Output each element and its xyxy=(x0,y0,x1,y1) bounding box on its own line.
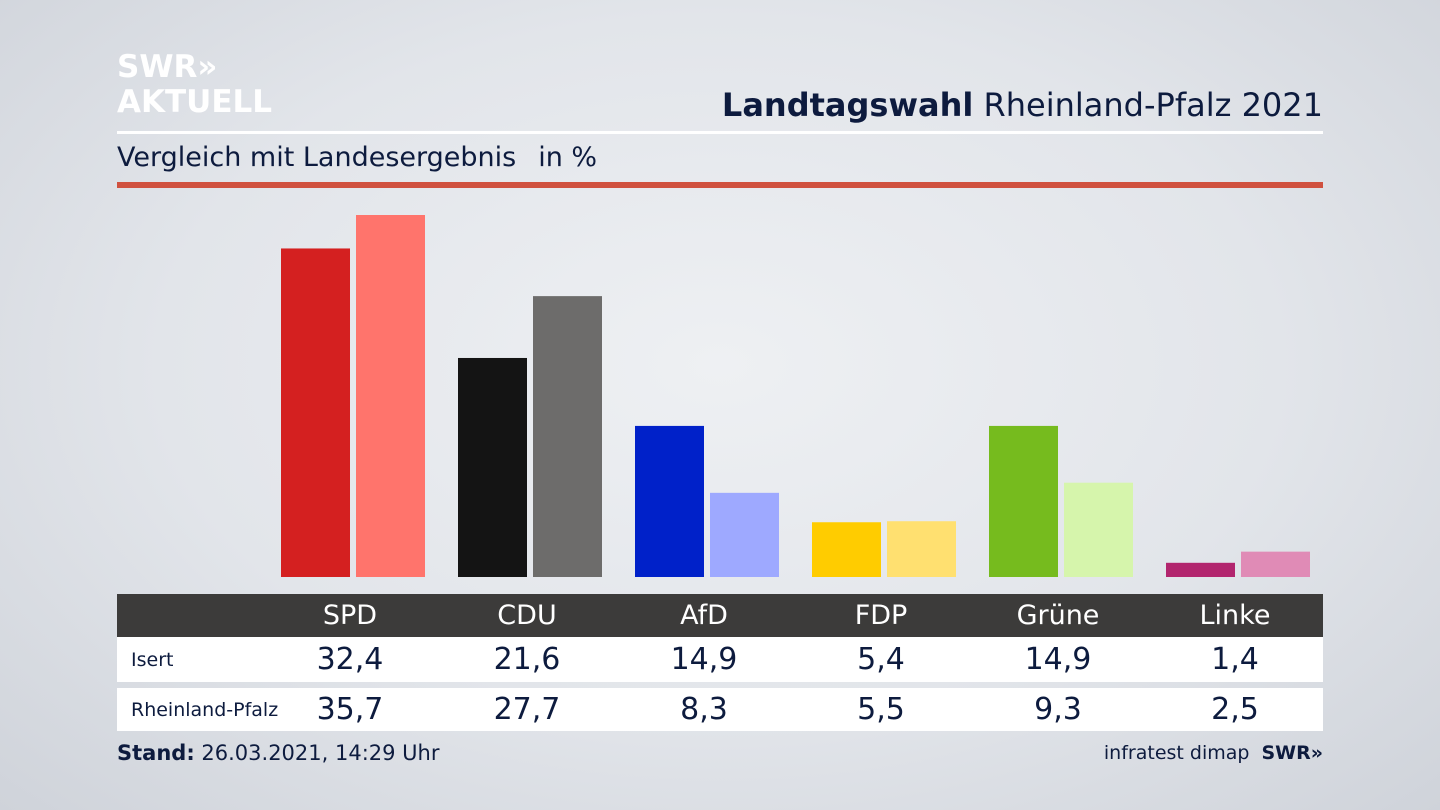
title-divider xyxy=(117,131,1323,134)
stand-value: 26.03.2021, 14:29 Uhr xyxy=(194,741,440,765)
bar-cdu-isert xyxy=(458,357,527,577)
row-label: Rheinland-Pfalz xyxy=(131,698,279,721)
swr-brand: SWR» xyxy=(1261,742,1323,764)
bar-grne-land xyxy=(1064,482,1133,577)
table-row: Rheinland-Pfalz 35,7 27,7 8,3 5,5 9,3 2,5 xyxy=(117,688,1323,731)
table-cell: 32,4 xyxy=(316,642,384,677)
column-header: FDP xyxy=(854,600,908,631)
table-cell: 35,7 xyxy=(316,692,384,727)
column-header: SPD xyxy=(322,600,378,631)
bar-cdu-land xyxy=(533,296,602,577)
table-cell: 21,6 xyxy=(493,642,561,677)
logo-line-2: AKTUELL xyxy=(117,84,273,120)
logo-line-1: SWR» xyxy=(117,49,218,85)
table-cell: 5,5 xyxy=(857,692,905,727)
table-cell: 8,3 xyxy=(680,692,728,727)
source-text: infratest dimap xyxy=(1103,742,1250,764)
table-cell: 1,4 xyxy=(1211,642,1259,677)
bar-fdp-land xyxy=(887,521,956,577)
chart-subtitle: Vergleich mit Landesergebnis in % xyxy=(117,142,597,173)
table-cell: 14,9 xyxy=(670,642,738,677)
table-cell: 2,5 xyxy=(1211,692,1259,727)
row-label: Isert xyxy=(131,648,174,671)
timestamp: Stand: 26.03.2021, 14:29 Uhr xyxy=(117,741,440,765)
title-bold: Landtagswahl xyxy=(721,86,974,124)
bar-grne-isert xyxy=(989,425,1058,577)
page-title: Landtagswahl Rheinland-Pfalz 2021 xyxy=(722,86,1323,124)
subtitle-text: Vergleich mit Landesergebnis xyxy=(117,142,517,173)
table-header: SPD CDU AfD FDP Grüne Linke xyxy=(117,594,1323,637)
subtitle-divider xyxy=(117,182,1323,188)
bar-afd-land xyxy=(710,492,779,577)
source-credit: infratest dimap SWR» xyxy=(1104,742,1323,764)
stand-label: Stand: xyxy=(117,741,195,765)
column-header: AfD xyxy=(680,600,728,631)
table-cell: 27,7 xyxy=(493,692,561,727)
column-header: CDU xyxy=(497,600,557,631)
results-table: SPD CDU AfD FDP Grüne Linke Isert 32,4 21,6 14,… xyxy=(117,594,1323,731)
bar-chart xyxy=(281,215,1310,577)
column-header: Grüne xyxy=(1016,600,1100,631)
table-row: Isert 32,4 21,6 14,9 5,4 14,9 1,4 xyxy=(117,637,1323,682)
swr-aktuell-logo: SWR» AKTUELL xyxy=(117,52,272,118)
bar-linke-isert xyxy=(1166,562,1235,577)
bar-spd-isert xyxy=(281,248,350,577)
column-header: Linke xyxy=(1199,600,1271,631)
table-cell: 5,4 xyxy=(857,642,905,677)
bar-fdp-isert xyxy=(812,522,881,577)
bar-afd-isert xyxy=(635,425,704,577)
title-rest: Rheinland-Pfalz 2021 xyxy=(973,86,1323,124)
bar-spd-land xyxy=(356,215,425,577)
subtitle-unit: in % xyxy=(538,142,598,173)
bar-linke-land xyxy=(1241,551,1310,577)
table-cell: 9,3 xyxy=(1034,692,1082,727)
table-cell: 14,9 xyxy=(1024,642,1092,677)
